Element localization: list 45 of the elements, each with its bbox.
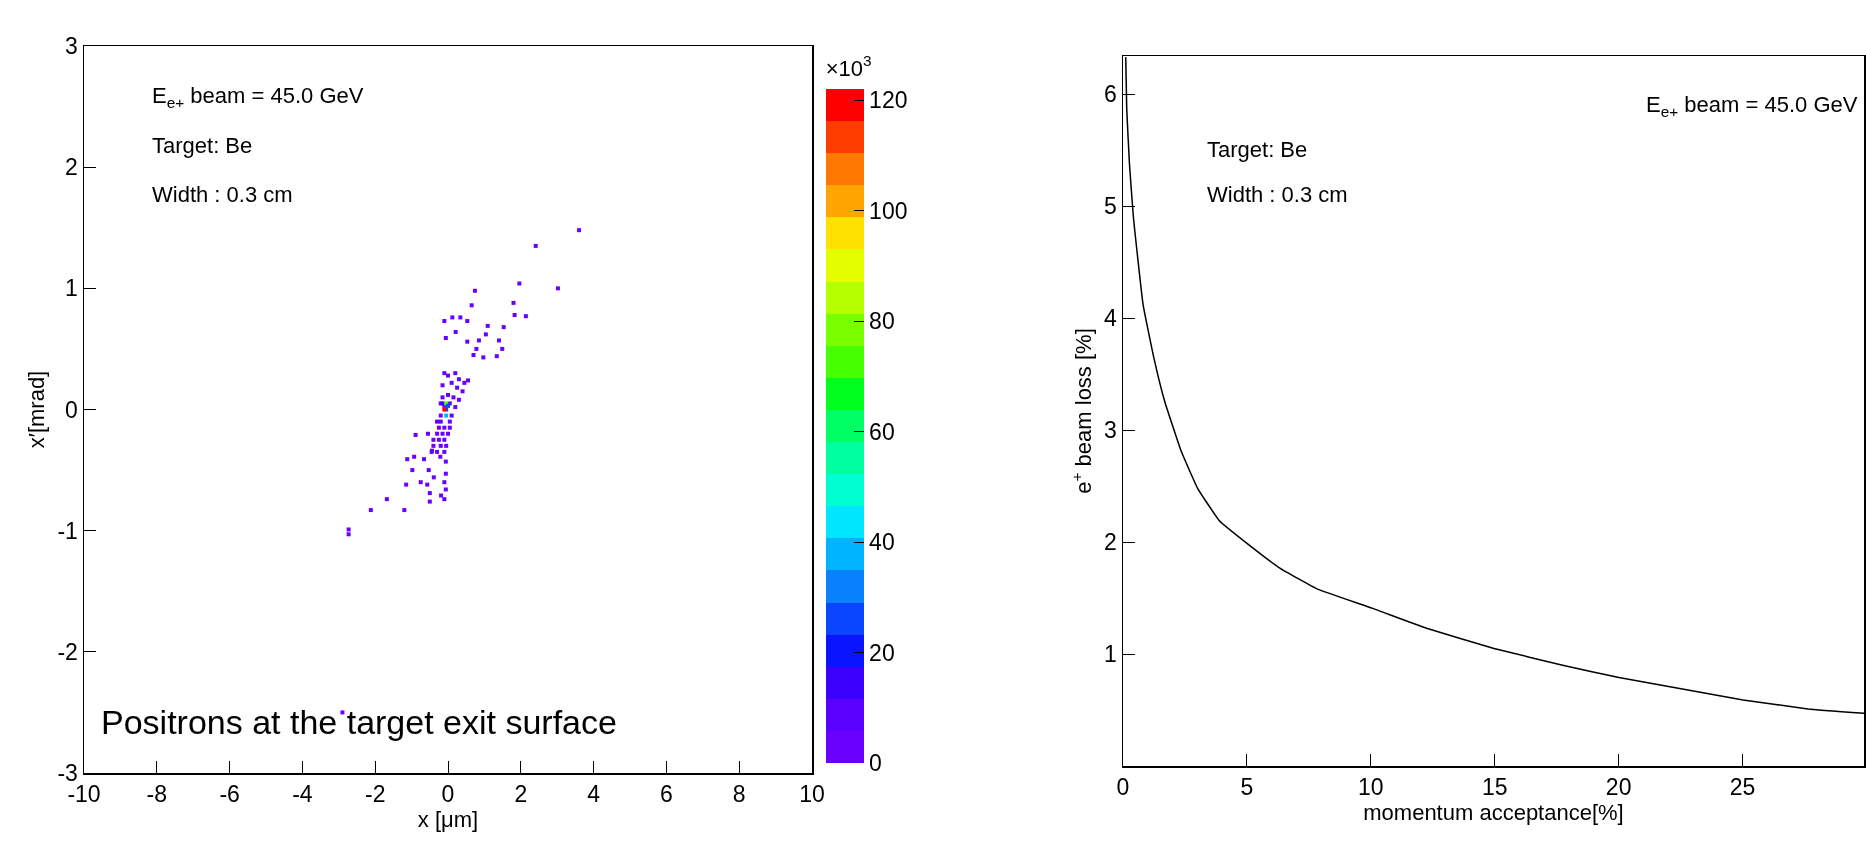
x-tick-label: 8	[732, 781, 746, 808]
color-bar-label: 120	[869, 87, 908, 114]
y-tick-label: 5	[1104, 193, 1117, 220]
x-tick-label: 0	[441, 781, 455, 808]
x-tick-label: 15	[1481, 774, 1508, 801]
y-tick-label: 3	[1104, 417, 1117, 444]
annotation: Target: Be	[152, 133, 253, 158]
y-tick-label: 1	[1104, 641, 1117, 668]
x-tick-label: 6	[660, 781, 673, 808]
y-tick-label: 6	[1104, 81, 1117, 108]
y-tick-label: 1	[65, 275, 78, 302]
x-tick-label: 5	[1240, 774, 1254, 801]
x-tick-label: -8	[146, 781, 168, 808]
y-tick-label: 3	[65, 33, 78, 60]
x-tick-label: -4	[292, 781, 313, 808]
x-axis-title: x [μm]	[417, 807, 479, 833]
x-tick-label: 4	[587, 781, 601, 808]
y-tick-label: 2	[65, 154, 78, 181]
color-bar-title: ×10$^{3}$	[825, 52, 872, 81]
color-bar-label: 40	[869, 529, 895, 556]
color-bar-label: 20	[869, 639, 895, 666]
x-tick-label: -6	[219, 781, 240, 808]
color-bar-label: 60	[869, 418, 895, 445]
x-tick-label: 10	[799, 781, 825, 808]
color-bar-label: 100	[869, 197, 908, 224]
y-tick-label: 0	[65, 396, 78, 423]
annotation: Positrons at the target exit surface	[101, 703, 617, 741]
x-tick-label: -2	[364, 781, 386, 808]
annotation: Width : 0.3 cm	[152, 182, 293, 207]
x-axis-title: momentum acceptance[%]	[1363, 800, 1624, 826]
x-tick-label: 25	[1729, 774, 1756, 801]
annotation: E$_{e+}$ beam = 45.0 GeV	[1646, 92, 1858, 120]
color-bar-label: 0	[869, 750, 882, 777]
annotation: E$_{e+}$ beam = 45.0 GeV	[152, 83, 364, 111]
y-tick-label: -1	[57, 517, 78, 544]
color-bar-label: 80	[869, 308, 895, 335]
y-tick-label: 4	[1104, 305, 1118, 332]
y-tick-label: 2	[1104, 529, 1117, 556]
y-axis-title: x′[mrad]	[24, 370, 50, 449]
x-tick-label: 2	[514, 781, 528, 808]
annotation: Width : 0.3 cm	[1207, 182, 1348, 207]
x-tick-label: 10	[1358, 774, 1384, 801]
y-tick-label: -2	[57, 638, 78, 665]
annotation: Target: Be	[1207, 137, 1308, 162]
x-tick-label: 20	[1605, 774, 1632, 801]
